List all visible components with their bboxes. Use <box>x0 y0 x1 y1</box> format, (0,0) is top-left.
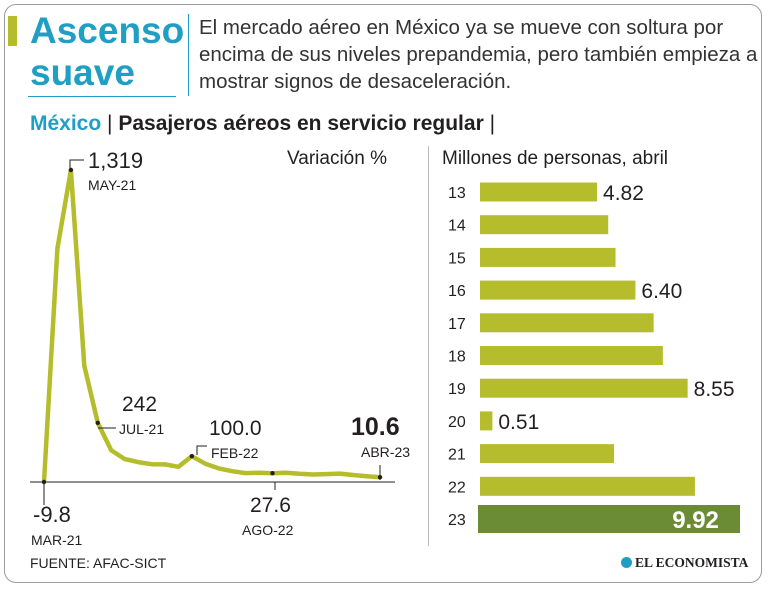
headline-line-2: suave <box>30 52 135 93</box>
year-label-17: 17 <box>448 316 466 333</box>
bar-21 <box>480 444 615 464</box>
bar-16 <box>480 280 636 300</box>
value-label-mar-21: -9.8 <box>33 502 71 527</box>
bar-value-23: 9.92 <box>672 507 719 534</box>
source-note: FUENTE: AFAC-SICT <box>30 555 167 571</box>
point-ago-22 <box>270 471 275 476</box>
date-label-feb-22: FEB-22 <box>211 445 259 461</box>
bar-18 <box>480 346 663 365</box>
leader-feb-22 <box>196 445 207 455</box>
value-label-ago-22: 27.6 <box>250 494 291 517</box>
brand-logo: EL ECONOMISTA <box>621 555 748 571</box>
date-label-ago-22: AGO-22 <box>242 522 294 538</box>
bar-value-19: 8.55 <box>694 378 735 401</box>
bar-15 <box>480 247 616 267</box>
year-label-14: 14 <box>448 218 466 235</box>
value-label-feb-22: 100.0 <box>209 417 262 440</box>
card-frame <box>4 4 762 583</box>
headline: Ascenso suave <box>30 10 184 94</box>
year-label-15: 15 <box>448 250 466 267</box>
intro-text: El mercado aéreo en México ya se mueve c… <box>199 16 758 93</box>
bar-14 <box>480 215 609 235</box>
date-label-may-21: MAY-21 <box>88 177 136 193</box>
subtitle-country: México <box>30 112 102 135</box>
point-may-21 <box>68 167 74 173</box>
bar-17 <box>480 313 654 333</box>
brand-name: EL ECONOMISTA <box>635 555 749 570</box>
leader-may-21 <box>69 159 84 169</box>
date-label-jul-21: JUL-21 <box>119 421 164 437</box>
year-label-16: 16 <box>448 283 466 300</box>
year-label-20: 20 <box>448 414 466 431</box>
point-feb-22 <box>189 454 195 459</box>
year-label-18: 18 <box>448 349 466 366</box>
point-jul-21 <box>95 420 100 426</box>
bar-chart: 13 4.82 14 15 16 6.40 17 18 19 8.55 20 0.51 21 22 23 9.… <box>448 182 740 534</box>
subtitle-separator: | <box>107 112 113 135</box>
line-chart: -9.8 MAR-21 1,319 MAY-21 242 JUL-21 100.0 FEB-2… <box>30 148 410 548</box>
subtitle-trailing-separator: | <box>489 112 496 135</box>
bar-value-16: 6.40 <box>641 280 682 303</box>
year-label-13: 13 <box>448 185 466 202</box>
year-label-19: 19 <box>448 381 466 398</box>
value-label-may-21: 1,319 <box>88 148 143 173</box>
headline-underline <box>28 96 176 97</box>
line-chart-title: Variación % <box>287 148 387 169</box>
header-separator <box>188 14 189 96</box>
bar-22 <box>480 476 695 496</box>
year-label-21: 21 <box>448 447 466 464</box>
bar-23 <box>480 509 721 529</box>
bar-chart-title: Millones de personas, abril <box>442 148 669 169</box>
bar-13 <box>480 182 598 202</box>
year-label-22: 22 <box>448 479 466 496</box>
title-accent-bar <box>8 16 17 46</box>
headline-line-1: Ascenso <box>30 10 185 51</box>
bar-value-13: 4.82 <box>603 182 644 205</box>
panel-divider <box>428 146 429 546</box>
brand-mark-icon <box>621 557 632 568</box>
variation-line <box>41 167 383 485</box>
date-label-mar-21: MAR-21 <box>31 532 83 548</box>
bar-value-20: 0.51 <box>498 411 539 434</box>
subtitle-metric: Pasajeros aéreos en servicio regular <box>118 112 484 135</box>
chart-subtitle: México | Pasajeros aéreos en servicio re… <box>30 110 495 138</box>
year-label-23: 23 <box>448 512 466 529</box>
date-label-abr-23: ABR-23 <box>361 444 410 460</box>
bar-20 <box>480 411 493 431</box>
bar-19 <box>480 378 688 398</box>
value-label-jul-21: 242 <box>122 393 157 416</box>
value-label-abr-23: 10.6 <box>351 413 400 441</box>
